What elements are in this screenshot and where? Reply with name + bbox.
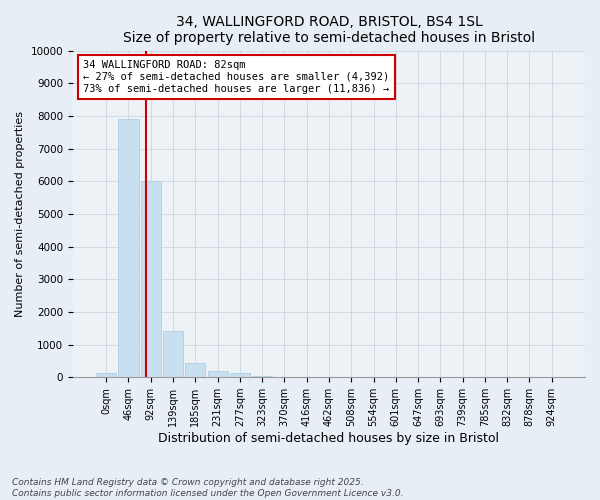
Bar [163, 332, 183, 377]
Bar [96, 374, 116, 377]
Bar [118, 119, 139, 377]
Bar [252, 376, 272, 377]
Y-axis label: Number of semi-detached properties: Number of semi-detached properties [15, 111, 25, 317]
Bar [185, 362, 205, 377]
Bar [230, 374, 250, 377]
Bar [274, 376, 295, 377]
X-axis label: Distribution of semi-detached houses by size in Bristol: Distribution of semi-detached houses by … [158, 432, 499, 445]
Text: 34 WALLINGFORD ROAD: 82sqm
← 27% of semi-detached houses are smaller (4,392)
73%: 34 WALLINGFORD ROAD: 82sqm ← 27% of semi… [83, 60, 389, 94]
Title: 34, WALLINGFORD ROAD, BRISTOL, BS4 1SL
Size of property relative to semi-detache: 34, WALLINGFORD ROAD, BRISTOL, BS4 1SL S… [123, 15, 535, 45]
Bar [208, 372, 227, 377]
Bar [141, 181, 161, 377]
Text: Contains HM Land Registry data © Crown copyright and database right 2025.
Contai: Contains HM Land Registry data © Crown c… [12, 478, 404, 498]
